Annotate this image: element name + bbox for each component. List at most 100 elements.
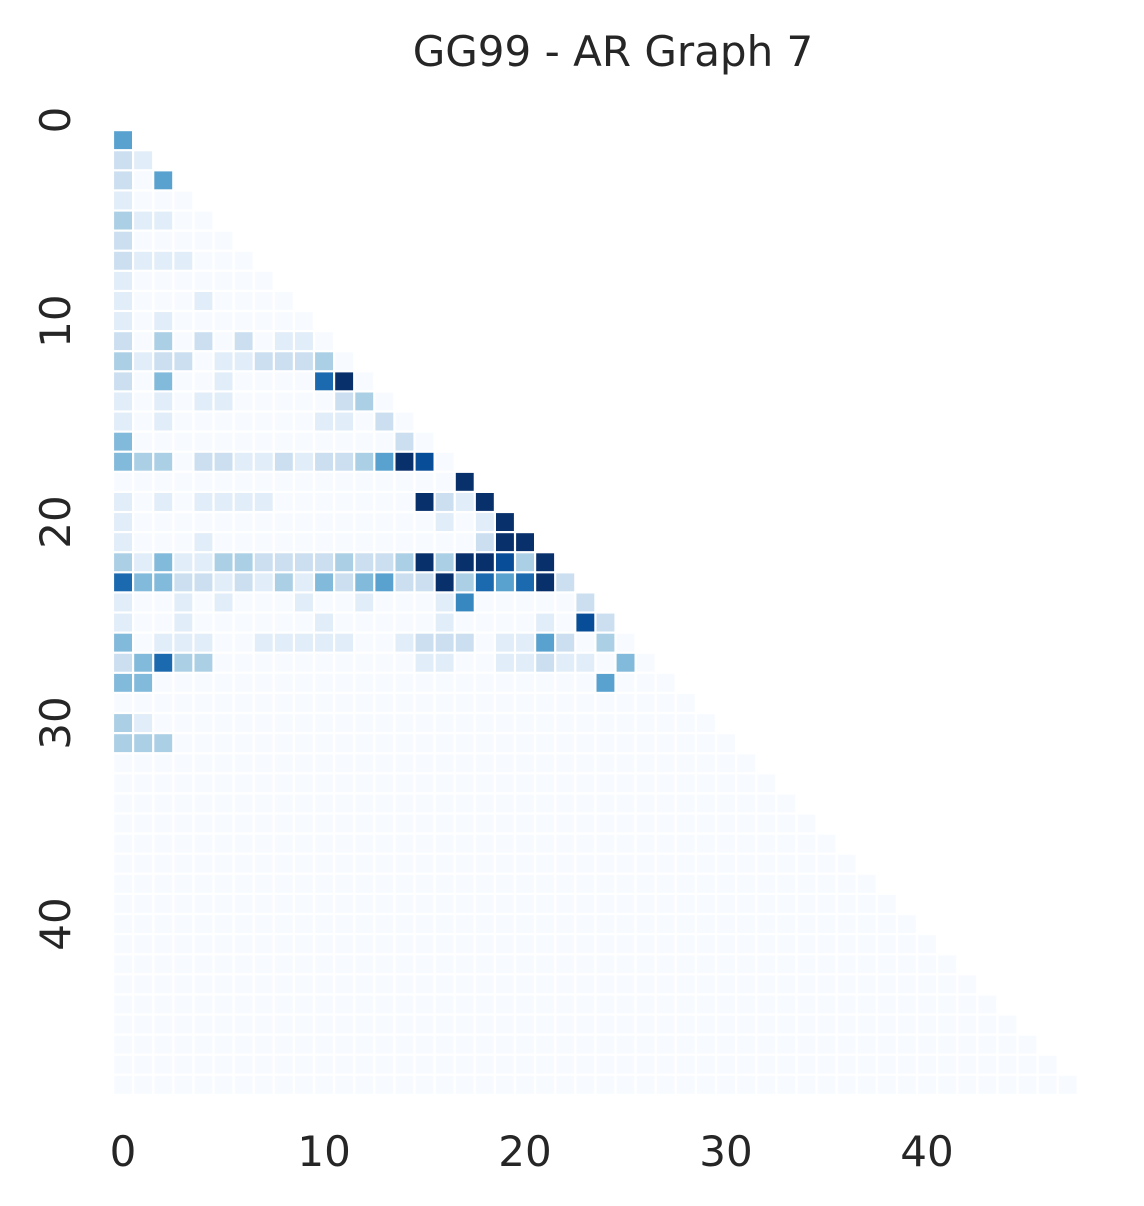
- heatmap-cell: [496, 955, 514, 974]
- heatmap-cell: [214, 593, 233, 612]
- heatmap-cell: [234, 714, 253, 732]
- heatmap-cell: [475, 814, 494, 833]
- heatmap-cell: [214, 1075, 233, 1094]
- heatmap-cell: [355, 673, 374, 692]
- heatmap-cell: [355, 372, 374, 391]
- heatmap-cell: [918, 975, 936, 994]
- heatmap-cell: [676, 1055, 695, 1074]
- heatmap-cell: [737, 874, 756, 893]
- heatmap-cell: [154, 754, 173, 773]
- heatmap-cell: [395, 955, 414, 974]
- heatmap-cell: [717, 975, 735, 994]
- heatmap-cell: [274, 1035, 293, 1054]
- heatmap-cell: [737, 895, 756, 913]
- heatmap-cell: [837, 1055, 856, 1074]
- heatmap-cell: [295, 975, 313, 994]
- heatmap-cell: [315, 694, 333, 712]
- heatmap-cell: [234, 734, 253, 753]
- heatmap-cell: [415, 754, 434, 773]
- heatmap-cell: [234, 432, 253, 451]
- heatmap-cell: [214, 653, 233, 672]
- heatmap-cell: [797, 874, 816, 893]
- heatmap-cell: [375, 593, 394, 612]
- heatmap-cell: [757, 814, 776, 833]
- heatmap-cell: [475, 573, 494, 592]
- heatmap-cell: [395, 874, 414, 893]
- heatmap-cell: [114, 774, 132, 793]
- heatmap-cell: [295, 774, 313, 793]
- heatmap-cell: [214, 513, 233, 531]
- heatmap-cell: [395, 814, 414, 833]
- heatmap-cell: [355, 975, 374, 994]
- heatmap-cell: [516, 1035, 534, 1054]
- heatmap-cell: [315, 452, 333, 471]
- heatmap-cell: [154, 553, 173, 572]
- heatmap-cell: [375, 432, 394, 451]
- heatmap-cell: [616, 1015, 635, 1034]
- heatmap-cell: [475, 633, 494, 652]
- heatmap-cell: [174, 694, 193, 712]
- heatmap-cell: [596, 1035, 615, 1054]
- heatmap-cell: [335, 834, 354, 853]
- heatmap-cell: [877, 915, 896, 933]
- heatmap-cell: [335, 633, 354, 652]
- heatmap-cell: [475, 593, 494, 612]
- heatmap-cell: [154, 653, 173, 672]
- heatmap-cell: [194, 714, 213, 732]
- heatmap-cell: [395, 935, 414, 954]
- heatmap-cell: [194, 553, 213, 572]
- heatmap-cell: [435, 493, 454, 511]
- heatmap-cell: [737, 834, 756, 853]
- heatmap-cell: [455, 593, 474, 612]
- heatmap-cell: [797, 1015, 816, 1034]
- heatmap-cell: [295, 1055, 313, 1074]
- heatmap-cell: [516, 553, 534, 572]
- heatmap-cell: [496, 1035, 514, 1054]
- heatmap-cell: [234, 271, 253, 290]
- heatmap-cell: [254, 593, 273, 612]
- heatmap-cell: [777, 1075, 796, 1094]
- heatmap-cell: [194, 895, 213, 913]
- heatmap-cell: [174, 251, 193, 270]
- heatmap-cell: [335, 1015, 354, 1034]
- heatmap-cell: [857, 1055, 876, 1074]
- heatmap-cell: [435, 1055, 454, 1074]
- heatmap-cell: [214, 673, 233, 692]
- heatmap-cell: [415, 1055, 434, 1074]
- heatmap-cell: [174, 854, 193, 873]
- heatmap-cell: [234, 895, 253, 913]
- heatmap-cell: [154, 834, 173, 853]
- heatmap-cell: [516, 694, 534, 712]
- heatmap-cell: [737, 754, 756, 773]
- heatmap-cell: [315, 573, 333, 592]
- heatmap-cell: [496, 834, 514, 853]
- heatmap-cell: [194, 1055, 213, 1074]
- heatmap-cell: [395, 653, 414, 672]
- heatmap-cell: [214, 332, 233, 351]
- heatmap-cell: [757, 834, 776, 853]
- heatmap-cell: [616, 774, 635, 793]
- heatmap-cell: [335, 814, 354, 833]
- heatmap-cell: [335, 533, 354, 552]
- heatmap-cell: [375, 613, 394, 632]
- heatmap-cell: [234, 472, 253, 491]
- heatmap-cell: [194, 975, 213, 994]
- heatmap-cell: [214, 573, 233, 592]
- heatmap-cell: [676, 854, 695, 873]
- heatmap-cell: [254, 292, 273, 310]
- heatmap-cell: [596, 673, 615, 692]
- heatmap-cell: [134, 251, 153, 270]
- heatmap-cell: [737, 975, 756, 994]
- heatmap-cell: [194, 312, 213, 330]
- heatmap-cell: [475, 975, 494, 994]
- heatmap-cell: [777, 895, 796, 913]
- heatmap-cell: [134, 935, 153, 954]
- heatmap-cell: [636, 1055, 655, 1074]
- heatmap-cell: [134, 211, 153, 230]
- heatmap-cell: [857, 874, 876, 893]
- heatmap-cell: [355, 1055, 374, 1074]
- heatmap-cell: [395, 1055, 414, 1074]
- heatmap-cell: [295, 895, 313, 913]
- heatmap-cell: [918, 1015, 936, 1034]
- heatmap-cell: [134, 1055, 153, 1074]
